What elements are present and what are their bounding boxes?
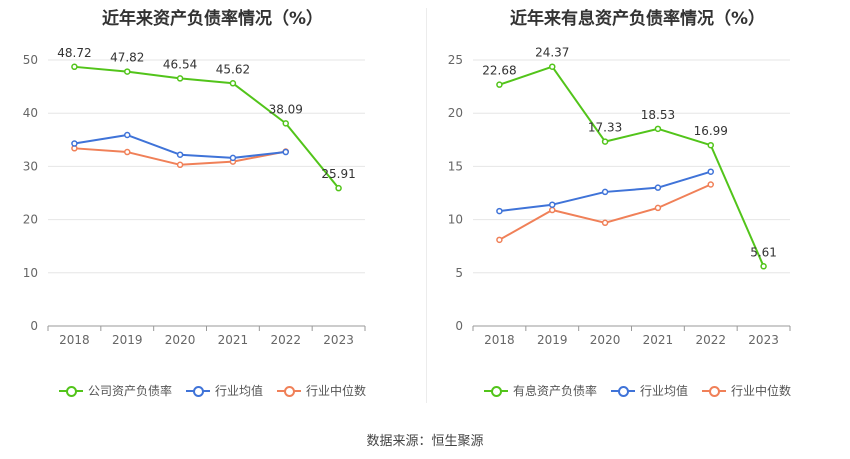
data-point	[71, 63, 78, 71]
data-point	[654, 184, 662, 191]
series-line	[499, 65, 765, 267]
x-tick-label: 2022	[270, 333, 301, 347]
data-source: 数据来源：恒生聚源	[366, 434, 484, 449]
data-label: 17.33	[588, 121, 622, 135]
data-point	[496, 81, 503, 88]
data-label: 16.99	[694, 124, 728, 138]
data-point	[176, 151, 184, 158]
line-chart-interest-debt-ratio: 0 5 10 15 20 25 2018 2019 2020 2021 2022 2023 22.68 2…	[448, 46, 791, 347]
y-tick-label: 10	[448, 213, 463, 227]
legend: 有息资产负债率 行业均值 行业中位数	[425, 382, 850, 399]
chart-panel-debt-ratio: 近年来资产负债率情况（%） 0 10 20 30 40 50 2018 2019 2020 202…	[0, 0, 425, 410]
y-tick-label: 15	[448, 159, 463, 173]
legend-label: 行业中位数	[306, 384, 367, 398]
data-point	[601, 188, 609, 196]
line-chart-debt-ratio: 0 10 20 30 40 50 2018 2019 2020 2021 2022 2023 48.72…	[23, 46, 366, 347]
legend-label: 有息资产负债率	[512, 384, 597, 398]
legend-swatch-icon	[185, 385, 210, 397]
x-tick-label: 2019	[537, 333, 568, 347]
legend-item[interactable]: 行业均值	[185, 382, 263, 399]
chart-title: 近年来资产负债率情况（%）	[101, 9, 324, 29]
data-point	[335, 184, 342, 192]
data-label: 38.09	[269, 102, 303, 116]
legend-swatch-icon	[702, 385, 726, 397]
data-point	[707, 141, 714, 149]
x-tick-label: 2022	[695, 333, 726, 347]
data-point	[282, 148, 289, 156]
x-tick-label: 2019	[112, 333, 143, 347]
x-tick-label: 2020	[590, 333, 621, 347]
data-point	[176, 161, 184, 169]
legend-swatch-icon	[58, 385, 83, 397]
legend-item[interactable]: 行业均值	[610, 382, 688, 399]
data-point	[707, 181, 714, 188]
data-point	[124, 68, 131, 75]
y-tick-label: 10	[23, 266, 38, 280]
legend-item[interactable]: 有息资产负债率	[483, 382, 597, 399]
data-point	[549, 201, 556, 208]
data-point	[282, 120, 289, 127]
data-point	[124, 148, 131, 156]
data-point	[760, 263, 767, 270]
data-label: 18.53	[641, 108, 675, 122]
legend-swatch-icon	[610, 385, 635, 397]
data-point	[71, 140, 78, 147]
data-point	[601, 219, 609, 227]
legend-item[interactable]: 公司资产负债率	[58, 382, 172, 399]
data-point	[229, 154, 237, 162]
y-tick-label: 5	[455, 266, 463, 280]
series-line	[74, 65, 340, 189]
x-tick-label: 2018	[484, 333, 515, 347]
data-point	[601, 138, 609, 145]
legend-swatch-icon	[483, 385, 508, 397]
data-label: 5.61	[750, 245, 777, 259]
legend-label: 行业均值	[639, 384, 688, 398]
chart-title: 近年来有息资产负债率情况（%）	[509, 9, 766, 29]
chart-panel-interest-debt-ratio: 近年来有息资产负债率情况（%） 0 5 10 15 20 25 2018 2019 2020 20…	[425, 0, 850, 410]
data-label: 24.37	[535, 46, 569, 60]
legend-item[interactable]: 行业中位数	[277, 382, 366, 399]
legend: 公司资产负债率 行业均值 行业中位数	[0, 382, 425, 399]
data-point	[654, 204, 662, 212]
data-point	[496, 236, 503, 244]
x-tick-label: 2021	[218, 333, 249, 347]
legend-item[interactable]: 行业中位数	[702, 382, 791, 399]
data-label: 46.54	[163, 57, 197, 71]
y-tick-label: 20	[448, 106, 463, 120]
y-tick-label: 25	[448, 53, 463, 67]
y-tick-label: 30	[23, 159, 38, 173]
legend-label: 行业中位数	[731, 384, 792, 398]
x-tick-label: 2021	[643, 333, 674, 347]
data-point	[229, 80, 237, 87]
x-tick-label: 2020	[165, 333, 196, 347]
data-label: 22.68	[482, 64, 516, 78]
x-tick-label: 2018	[59, 333, 90, 347]
data-point	[549, 63, 556, 70]
data-point	[707, 168, 714, 175]
x-tick-label: 2023	[748, 333, 779, 347]
y-tick-label: 40	[23, 106, 38, 120]
data-point	[654, 125, 662, 133]
legend-label: 行业均值	[214, 384, 263, 398]
legend-label: 公司资产负债率	[87, 384, 172, 398]
y-tick-label: 50	[23, 53, 38, 67]
y-tick-label: 20	[23, 213, 38, 227]
data-point	[549, 206, 556, 214]
data-label: 48.72	[57, 46, 91, 60]
panel-divider	[426, 8, 427, 403]
data-label: 25.91	[321, 167, 355, 181]
y-tick-label: 0	[30, 319, 38, 333]
data-point	[496, 207, 503, 215]
data-label: 47.82	[110, 51, 144, 65]
x-tick-label: 2023	[323, 333, 354, 347]
data-label: 45.62	[216, 62, 250, 76]
data-point	[124, 131, 131, 139]
y-tick-label: 0	[455, 319, 463, 333]
legend-swatch-icon	[277, 385, 301, 397]
data-point	[176, 75, 184, 82]
